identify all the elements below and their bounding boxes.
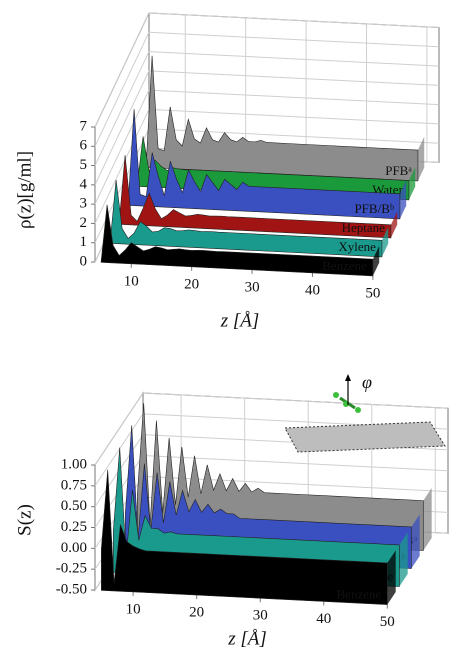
ribbon-side [399, 532, 408, 587]
grid-line [148, 108, 440, 125]
ribbon-side [399, 180, 407, 219]
atom [355, 407, 361, 413]
y-tick-label: -0.25 [56, 561, 87, 577]
panel: -0.50 -0.25 0.00 0.25 0.50 0.75 1.00 10 20 30 40 50… [14, 391, 449, 649]
grid-line [94, 32, 150, 147]
series-label: Benzene [337, 587, 382, 602]
x-tick-label: 40 [316, 611, 331, 627]
grid-line [148, 89, 440, 106]
grid-line [142, 455, 449, 472]
ribbon [145, 55, 419, 182]
ribbon-side [372, 245, 380, 276]
y-axis-label: S(z) [14, 504, 35, 536]
grid-line [94, 109, 150, 224]
grid-line [142, 475, 449, 493]
y-tick-label: 2 [80, 215, 88, 231]
atom [333, 392, 339, 398]
series-label: PFB/Bᵇ [354, 201, 393, 216]
y-tick-label: 5 [80, 157, 88, 173]
y-tick-label: -0.50 [56, 581, 87, 597]
x-tick-label: 30 [245, 279, 260, 295]
ribbon [100, 204, 374, 277]
series-label: Benzene [322, 258, 367, 273]
series-label: PFBᵃ [385, 163, 412, 178]
y-tick-label: 6 [80, 138, 88, 154]
arrow-head [345, 374, 351, 381]
grid-line [148, 128, 440, 144]
ribbon-side [390, 211, 398, 238]
y-tick-label: 0.00 [61, 540, 87, 556]
grid-line [94, 51, 150, 166]
ribbon-side [381, 227, 389, 257]
x-tick-label: 20 [189, 605, 204, 621]
ribbon [125, 425, 412, 569]
ribbon-side [411, 514, 420, 569]
ribbon-side [408, 167, 416, 200]
grid-line [94, 128, 150, 243]
series-label: Heptane [342, 220, 386, 235]
x-tick-label: 10 [126, 601, 141, 617]
grid-line [148, 51, 440, 67]
y-tick-label: 4 [80, 176, 88, 192]
y-tick-label: 3 [80, 196, 88, 212]
y-tick-label: 0.50 [61, 498, 87, 514]
ribbon [118, 155, 392, 239]
ribbon-side [417, 136, 425, 181]
x-tick-label: 30 [253, 608, 268, 624]
grid-line [142, 392, 449, 409]
ribbon [101, 469, 388, 605]
grid-line [148, 70, 440, 86]
graphene-sheet [284, 421, 446, 453]
grid-line [94, 392, 144, 466]
y-tick-label: 1.00 [61, 456, 87, 472]
inset-graphene: φ [284, 372, 446, 453]
y-tick-label: 0.25 [61, 519, 87, 535]
y-tick-label: 1 [80, 234, 88, 250]
ribbon-side [423, 488, 432, 551]
y-axis-label: ρ(z)[g/ml] [14, 151, 35, 229]
x-tick-label: 20 [184, 276, 199, 292]
y-tick-label: 0.75 [61, 477, 87, 493]
y-tick-label: 7 [80, 118, 88, 134]
y-tick-label: 0 [80, 253, 88, 269]
x-tick-label: 10 [124, 273, 139, 289]
inset-label: φ [362, 372, 372, 392]
x-axis-label: z [Å] [220, 310, 260, 331]
series-label: Xylene [338, 239, 376, 254]
ribbon [113, 447, 400, 587]
x-tick-label: 50 [365, 285, 380, 301]
ribbon [109, 179, 383, 258]
grid-line [94, 413, 144, 487]
grid-line [94, 12, 150, 128]
grid-line [148, 31, 440, 48]
x-tick-label: 50 [380, 614, 395, 630]
x-tick-label: 40 [305, 282, 320, 298]
ribbon [127, 109, 401, 220]
grid-line [94, 89, 150, 205]
ribbon-side [387, 550, 396, 605]
grid-line [148, 12, 440, 28]
x-axis-label: z [Å] [227, 628, 267, 649]
grid-line [94, 70, 150, 186]
